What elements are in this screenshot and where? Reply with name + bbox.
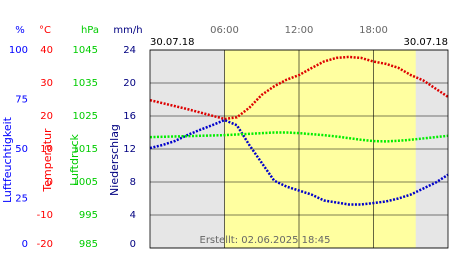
y-tick-label: 995 [79, 210, 98, 221]
axis-unit: % [15, 25, 25, 36]
y-tick-label: 20 [40, 111, 53, 122]
x-end-label: 30.07.18 [403, 37, 448, 48]
y-tick-label: 0 [47, 177, 53, 188]
y-tick-label: 4 [130, 210, 136, 221]
y-tick-label: 100 [9, 45, 28, 56]
series-line [149, 118, 449, 206]
y-tick-label: 16 [123, 111, 136, 122]
y-tick-label: 8 [130, 177, 136, 188]
y-tick-label: 40 [40, 45, 53, 56]
y-tick-label: 1025 [73, 111, 98, 122]
y-tick-label: 985 [79, 239, 98, 250]
series-line [149, 131, 449, 143]
y-tick-label: 75 [15, 95, 28, 106]
axis-unit: hPa [81, 25, 99, 36]
y-tick-label: 25 [15, 194, 28, 205]
y-tick-label: 1045 [73, 45, 98, 56]
axis-label: Luftfeuchtigkeit [1, 116, 14, 203]
y-tick-label: 0 [130, 239, 136, 250]
y-tick-label: 1035 [73, 78, 98, 89]
axis-label: Niederschlag [108, 124, 121, 196]
y-tick-label: 20 [123, 78, 136, 89]
y-tick-label: 1005 [73, 177, 98, 188]
x-start-label: 30.07.18 [150, 37, 195, 48]
y-tick-label: 10 [40, 144, 53, 155]
footer: Erstellt: 02.06.2025 18:45 [200, 235, 331, 246]
x-tick-label: 12:00 [285, 25, 314, 36]
x-tick-label: 18:00 [359, 25, 388, 36]
axis-label: Luftdruck [68, 133, 81, 185]
y-tick-label: 24 [123, 45, 136, 56]
y-tick-label: 0 [22, 239, 28, 250]
axis-unit: °C [39, 25, 51, 36]
y-tick-label: -10 [37, 210, 53, 221]
x-tick-label: 06:00 [210, 25, 239, 36]
y-tick-label: -20 [37, 239, 53, 250]
y-tick-label: 1015 [73, 144, 98, 155]
y-tick-label: 12 [123, 144, 136, 155]
y-tick-label: 30 [40, 78, 53, 89]
plot-border [149, 49, 449, 249]
axis-unit: mm/h [113, 25, 142, 36]
axis-label: Temperatur [41, 128, 54, 193]
series-line [149, 55, 449, 121]
y-tick-label: 50 [15, 144, 28, 155]
